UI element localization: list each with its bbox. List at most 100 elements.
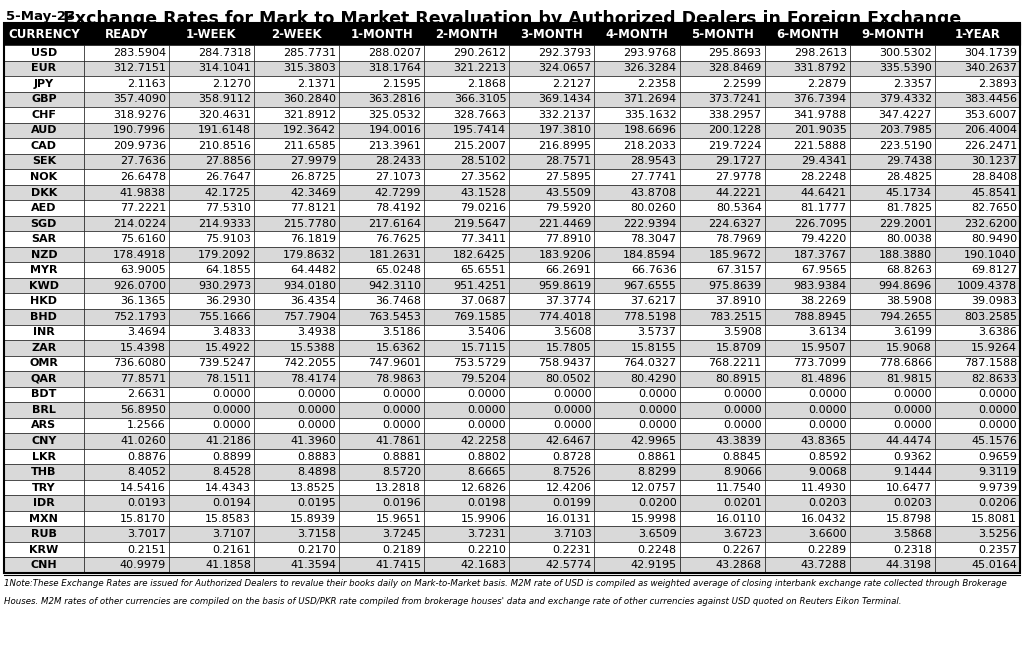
Text: 0.8845: 0.8845 (723, 452, 762, 462)
Text: 42.5774: 42.5774 (545, 561, 592, 570)
Text: 36.2930: 36.2930 (205, 296, 251, 306)
Text: 30.1237: 30.1237 (971, 156, 1017, 167)
Bar (765, 433, 850, 449)
Text: 2.2599: 2.2599 (723, 79, 762, 89)
Text: 1-YEAR: 1-YEAR (954, 27, 1000, 40)
Bar (850, 92, 935, 107)
Text: 0.2189: 0.2189 (382, 545, 421, 555)
Text: 314.1041: 314.1041 (198, 63, 251, 74)
Text: 15.7805: 15.7805 (546, 343, 592, 353)
Text: ZAR: ZAR (32, 343, 56, 353)
Bar (509, 262, 595, 278)
Text: 3.7231: 3.7231 (468, 529, 506, 539)
Bar (169, 480, 254, 495)
Bar (935, 387, 1020, 402)
Text: 983.9384: 983.9384 (794, 281, 847, 291)
Bar (254, 355, 339, 371)
Bar (765, 61, 850, 76)
Text: 321.2213: 321.2213 (454, 63, 506, 74)
Bar (84, 107, 169, 122)
Bar (595, 122, 680, 138)
Text: 967.6555: 967.6555 (624, 281, 677, 291)
Bar (850, 464, 935, 480)
Text: 3.7017: 3.7017 (127, 529, 166, 539)
Bar (254, 433, 339, 449)
Bar (680, 201, 765, 216)
Text: 0.2267: 0.2267 (723, 545, 762, 555)
Bar (424, 201, 509, 216)
Bar (765, 45, 850, 61)
Text: QAR: QAR (31, 374, 57, 384)
Bar (509, 542, 595, 557)
Bar (339, 387, 424, 402)
Text: 41.2186: 41.2186 (205, 436, 251, 446)
Bar (4, 449, 84, 464)
Bar (84, 278, 169, 294)
Text: 0.8802: 0.8802 (467, 452, 506, 462)
Bar (680, 122, 765, 138)
Bar (595, 355, 680, 371)
Text: 219.7224: 219.7224 (709, 141, 762, 151)
Text: 2.1868: 2.1868 (467, 79, 506, 89)
Bar (4, 557, 84, 573)
Text: 0.0000: 0.0000 (298, 405, 336, 415)
Text: 0.0000: 0.0000 (808, 421, 847, 430)
Text: 358.9112: 358.9112 (198, 94, 251, 104)
Bar (935, 294, 1020, 309)
Bar (339, 216, 424, 231)
Bar (850, 185, 935, 201)
Text: 37.3774: 37.3774 (546, 296, 592, 306)
Text: 12.0757: 12.0757 (631, 482, 677, 493)
Text: 190.1040: 190.1040 (965, 249, 1017, 260)
Text: 0.0000: 0.0000 (383, 421, 421, 430)
Text: 65.0248: 65.0248 (375, 265, 421, 275)
Bar (850, 262, 935, 278)
Text: 80.0502: 80.0502 (546, 374, 592, 384)
Text: 214.0224: 214.0224 (113, 219, 166, 229)
Text: 67.9565: 67.9565 (801, 265, 847, 275)
Bar (595, 138, 680, 154)
Text: 223.5190: 223.5190 (879, 141, 932, 151)
Bar (935, 185, 1020, 201)
Text: 27.7636: 27.7636 (120, 156, 166, 167)
Text: 0.0000: 0.0000 (212, 389, 251, 400)
Text: 200.1228: 200.1228 (709, 126, 762, 135)
Text: 232.6200: 232.6200 (964, 219, 1017, 229)
Text: 28.4825: 28.4825 (886, 172, 932, 182)
Bar (680, 154, 765, 169)
Text: 975.8639: 975.8639 (709, 281, 762, 291)
Bar (680, 23, 765, 45)
Text: 283.5904: 283.5904 (113, 48, 166, 58)
Text: 0.0000: 0.0000 (553, 405, 592, 415)
Bar (4, 262, 84, 278)
Text: 43.7288: 43.7288 (801, 561, 847, 570)
Bar (595, 201, 680, 216)
Bar (680, 262, 765, 278)
Bar (84, 464, 169, 480)
Bar (424, 464, 509, 480)
Bar (84, 169, 169, 185)
Text: 185.9672: 185.9672 (709, 249, 762, 260)
Text: 758.9437: 758.9437 (539, 358, 592, 368)
Bar (84, 309, 169, 325)
Text: 82.7650: 82.7650 (971, 203, 1017, 213)
Text: 16.0110: 16.0110 (716, 514, 762, 523)
Bar (765, 262, 850, 278)
Bar (4, 542, 84, 557)
Bar (509, 387, 595, 402)
Text: 80.5364: 80.5364 (716, 203, 762, 213)
Bar (765, 480, 850, 495)
Text: 66.2691: 66.2691 (546, 265, 592, 275)
Bar (254, 23, 339, 45)
Bar (595, 387, 680, 402)
Text: 0.0000: 0.0000 (723, 405, 762, 415)
Text: 179.8632: 179.8632 (283, 249, 336, 260)
Bar (850, 418, 935, 433)
Bar (254, 449, 339, 464)
Text: 209.9736: 209.9736 (113, 141, 166, 151)
Bar (4, 309, 84, 325)
Text: 373.7241: 373.7241 (709, 94, 762, 104)
Text: CHF: CHF (32, 110, 56, 120)
Bar (509, 402, 595, 418)
Text: 0.0000: 0.0000 (723, 389, 762, 400)
